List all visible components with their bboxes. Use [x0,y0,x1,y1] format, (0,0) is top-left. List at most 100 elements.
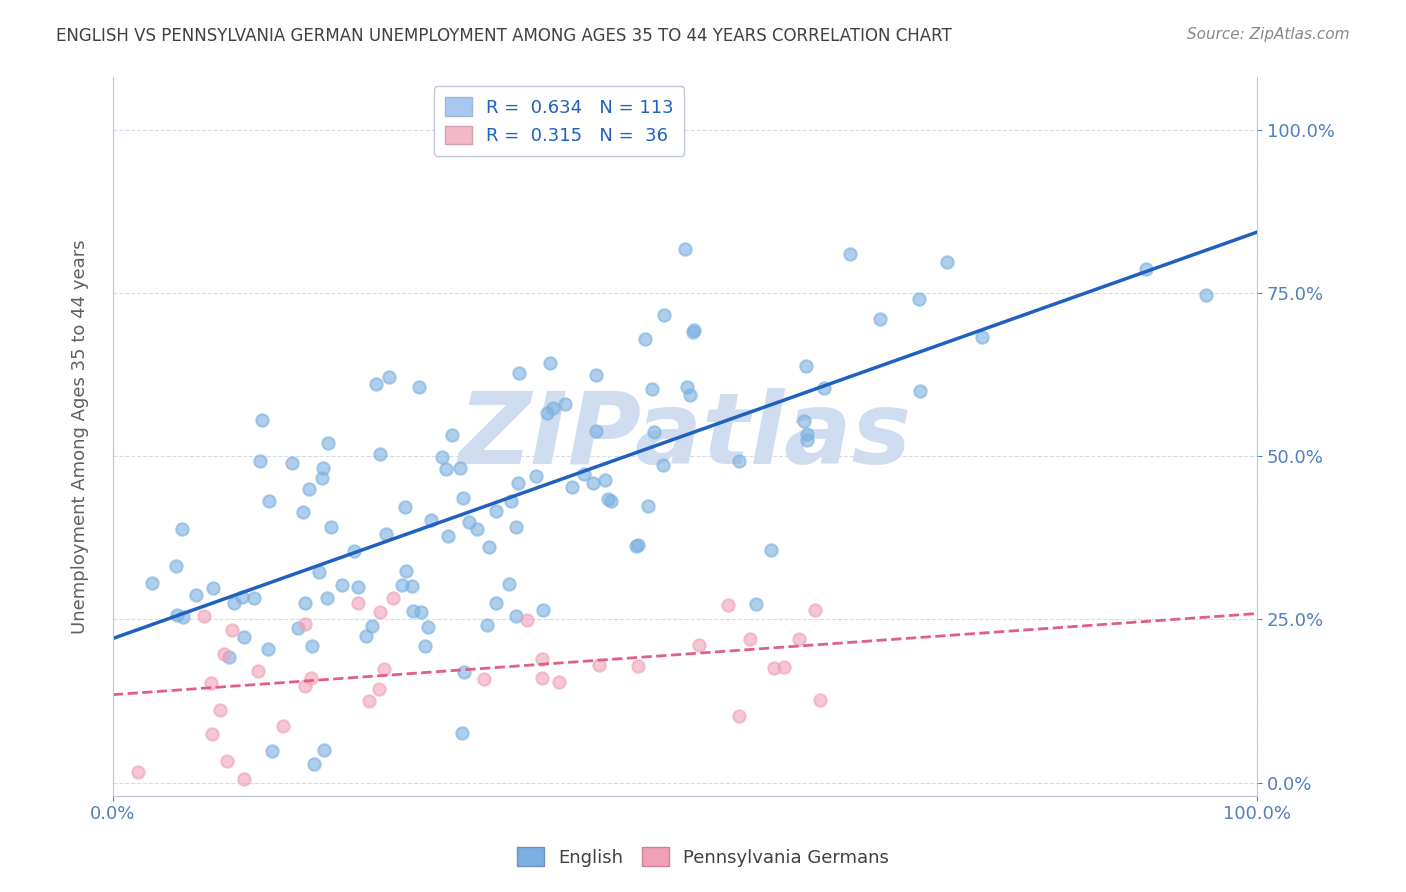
English [728,454,751,468]
English [257,641,280,656]
English [186,588,208,602]
English [683,323,706,337]
English [436,462,458,476]
Pennsylvania Germans [233,772,256,786]
English [311,471,333,485]
English [598,491,620,506]
English [794,359,817,374]
English [627,538,650,552]
English [319,520,342,534]
Pennsylvania Germans [221,623,243,637]
English [652,308,675,322]
English [1195,288,1218,302]
English [368,447,391,461]
English [395,564,418,578]
English [232,631,254,645]
English [166,607,188,622]
English [347,580,370,594]
English [643,425,665,439]
English [593,473,616,487]
English [316,435,339,450]
English [499,494,522,508]
Pennsylvania Germans [530,671,553,685]
English [391,578,413,592]
English [409,605,432,619]
English [585,368,607,382]
English [599,493,621,508]
English [202,581,225,595]
English [287,621,309,635]
English [242,591,264,605]
Pennsylvania Germans [381,591,404,605]
English [257,494,280,508]
English [478,540,501,554]
English [432,450,454,464]
Pennsylvania Germans [212,647,235,661]
English [869,311,891,326]
Text: ENGLISH VS PENNSYLVANIA GERMAN UNEMPLOYMENT AMONG AGES 35 TO 44 YEARS CORRELATIO: ENGLISH VS PENNSYLVANIA GERMAN UNEMPLOYM… [56,27,952,45]
Pennsylvania Germans [346,596,368,610]
English [342,544,364,558]
English [218,650,240,665]
English [451,725,474,739]
English [165,558,187,573]
English [676,380,699,394]
Pennsylvania Germans [357,693,380,707]
English [505,520,527,534]
English [839,247,862,261]
English [222,596,245,610]
English [250,413,273,427]
English [572,467,595,481]
English [312,461,335,475]
English [458,515,481,529]
English [908,293,931,307]
English [682,325,704,339]
English [582,475,605,490]
Pennsylvania Germans [627,658,650,673]
English [505,608,527,623]
English [813,381,835,395]
English [679,388,702,402]
English [485,596,508,610]
Pennsylvania Germans [370,605,392,619]
English [485,504,508,518]
English [744,597,766,611]
English [531,603,554,617]
English [312,743,335,757]
English [375,527,398,541]
English [170,522,193,536]
Pennsylvania Germans [294,617,316,632]
English [796,433,818,447]
English [508,366,530,380]
Pennsylvania Germans [787,632,810,646]
English [298,482,321,496]
English [536,407,558,421]
English [364,377,387,392]
Pennsylvania Germans [516,613,538,627]
English [641,382,664,396]
Pennsylvania Germans [772,659,794,673]
Legend: R =  0.634   N = 113, R =  0.315   N =  36: R = 0.634 N = 113, R = 0.315 N = 36 [433,87,685,156]
English [634,333,657,347]
English [419,513,441,527]
English [302,756,325,771]
Pennsylvania Germans [201,727,224,741]
Pennsylvania Germans [472,672,495,686]
Pennsylvania Germans [688,638,710,652]
Pennsylvania Germans [200,676,222,690]
English [360,619,382,633]
English [401,579,423,593]
English [624,539,647,553]
English [451,491,474,505]
Text: ZIPatlas: ZIPatlas [458,388,911,485]
English [449,461,471,475]
English [972,330,994,344]
English [172,610,194,624]
English [652,458,675,473]
English [475,617,498,632]
English [759,543,782,558]
Pennsylvania Germans [193,608,215,623]
English [541,401,564,416]
English [301,639,323,653]
Y-axis label: Unemployment Among Ages 35 to 44 years: Unemployment Among Ages 35 to 44 years [72,239,89,634]
